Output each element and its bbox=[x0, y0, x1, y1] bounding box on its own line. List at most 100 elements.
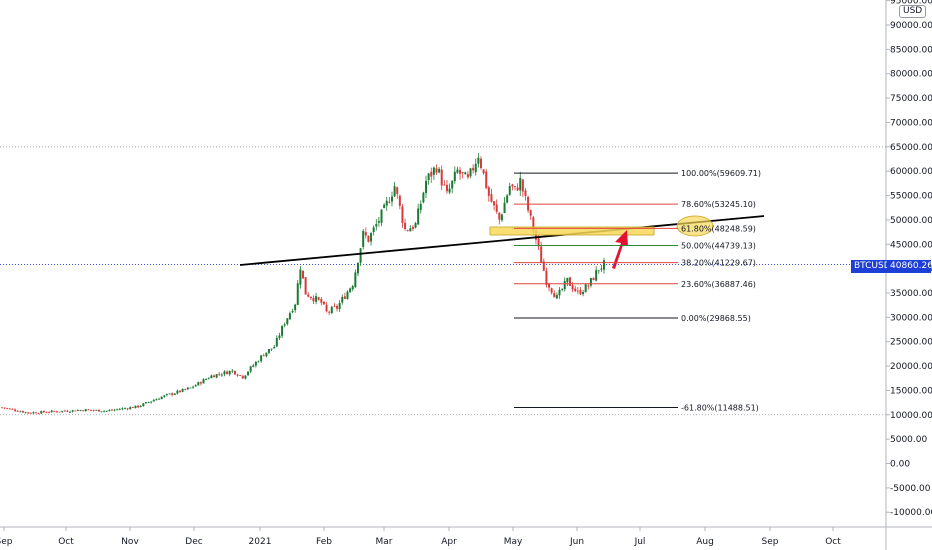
candle-body bbox=[213, 375, 216, 378]
candle-body bbox=[576, 290, 579, 292]
candle-body bbox=[338, 303, 341, 310]
candle-body bbox=[247, 371, 250, 376]
candle-body bbox=[495, 204, 498, 212]
candle-body bbox=[61, 410, 64, 412]
candle-body bbox=[97, 409, 100, 412]
candle-body bbox=[176, 390, 179, 394]
candle-body bbox=[401, 206, 404, 223]
candle-body bbox=[79, 410, 82, 411]
candle-body bbox=[545, 270, 548, 285]
candle-body bbox=[108, 410, 111, 411]
candle-body bbox=[388, 201, 391, 203]
candle-body bbox=[597, 270, 600, 272]
candle-body bbox=[171, 393, 174, 395]
candle-body bbox=[333, 305, 336, 307]
candle-body bbox=[92, 410, 95, 411]
candle-body bbox=[592, 277, 595, 281]
symbol-price-tag: BTCUSD bbox=[851, 260, 894, 273]
candle-body bbox=[278, 335, 281, 339]
candle-body bbox=[87, 409, 90, 411]
candle-body bbox=[600, 268, 603, 270]
fib-level-label: 23.60%(36887.46) bbox=[681, 280, 756, 289]
candle-body bbox=[113, 409, 116, 411]
candle-body bbox=[519, 177, 522, 191]
candle-body bbox=[126, 408, 129, 410]
candle-body bbox=[283, 324, 286, 326]
candle-body bbox=[142, 403, 145, 407]
candle-body bbox=[55, 411, 58, 413]
time-tick-label: Nov bbox=[121, 537, 139, 547]
candle-body bbox=[359, 248, 362, 263]
candle-body bbox=[414, 223, 417, 228]
candle-body bbox=[58, 411, 61, 413]
price-tick-label: 50000.00 bbox=[890, 216, 932, 226]
price-tick-label: 65000.00 bbox=[890, 143, 932, 153]
candle-body bbox=[479, 158, 482, 169]
candle-body bbox=[487, 187, 490, 196]
candle-body bbox=[508, 186, 511, 195]
dotted-level-lines bbox=[0, 146, 886, 416]
fibonacci-retracement: 100.00%(59609.71) 78.60%(53245.10) 61.80%(… bbox=[514, 169, 761, 413]
candle-body bbox=[550, 288, 553, 293]
time-tick-label: 2021 bbox=[249, 537, 272, 547]
candle-body bbox=[485, 171, 488, 189]
price-tick-label: 0.00 bbox=[890, 460, 910, 470]
candle-body bbox=[425, 180, 428, 194]
candle-body bbox=[302, 270, 304, 279]
candle-body bbox=[110, 409, 113, 411]
time-axis[interactable]: Sep Oct Nov Dec 2021 Feb Mar Apr May Jun Jul Aug Sep… bbox=[0, 526, 932, 547]
candle-body bbox=[147, 402, 150, 403]
candle-body bbox=[210, 375, 213, 379]
candle-body bbox=[529, 210, 532, 216]
candle-body bbox=[63, 410, 66, 412]
price-tick-label: -10000.00 bbox=[890, 508, 932, 518]
candle-body bbox=[158, 398, 161, 400]
fib-level-label: 38.20%(41229.67) bbox=[681, 259, 756, 268]
candle-body bbox=[396, 187, 399, 194]
candle-body bbox=[163, 395, 166, 397]
candle-body bbox=[184, 388, 187, 390]
candle-body bbox=[45, 412, 48, 414]
candle-body bbox=[218, 373, 221, 375]
candle-body bbox=[294, 304, 297, 311]
candle-body bbox=[252, 365, 255, 367]
candle-body bbox=[220, 374, 223, 376]
candle-body bbox=[411, 226, 414, 229]
candle-body bbox=[273, 346, 276, 349]
candle-body bbox=[419, 203, 422, 210]
candle-body bbox=[299, 269, 302, 285]
time-tick-label: Oct bbox=[825, 537, 841, 547]
candle-body bbox=[267, 349, 270, 353]
price-tick-label: 90000.00 bbox=[890, 21, 932, 31]
candle-body bbox=[393, 186, 396, 197]
candle-body bbox=[239, 375, 242, 376]
time-tick-label: Jun bbox=[569, 537, 584, 547]
candle-body bbox=[511, 184, 514, 187]
candle-body bbox=[440, 169, 443, 186]
candle-body bbox=[587, 285, 590, 287]
candle-body bbox=[422, 192, 425, 203]
candle-body bbox=[69, 411, 72, 413]
candle-body bbox=[474, 163, 477, 173]
candle-body bbox=[328, 311, 331, 313]
candle-body bbox=[453, 171, 456, 182]
candle-body bbox=[1, 407, 3, 409]
fib-level-label: 61.80%(48248.59) bbox=[681, 224, 756, 233]
candle-body bbox=[372, 227, 375, 232]
candle-body bbox=[275, 337, 278, 347]
candle-body bbox=[521, 179, 524, 192]
candle-body bbox=[574, 288, 577, 292]
candle-body bbox=[354, 272, 357, 288]
candle-body bbox=[21, 411, 24, 413]
resistance-zone bbox=[489, 226, 655, 236]
candle-body bbox=[82, 410, 85, 412]
candle-body bbox=[197, 382, 200, 386]
drawing-tools bbox=[239, 215, 765, 269]
time-tick-label: Jul bbox=[634, 537, 646, 547]
time-tick-label: Apr bbox=[441, 537, 457, 547]
price-axis[interactable]: 95000.00 90000.00 85000.00 80000.00 75000.00… bbox=[885, 0, 932, 550]
candle-body bbox=[89, 409, 92, 411]
price-tick-label: 55000.00 bbox=[890, 192, 932, 202]
candle-body bbox=[356, 262, 359, 274]
